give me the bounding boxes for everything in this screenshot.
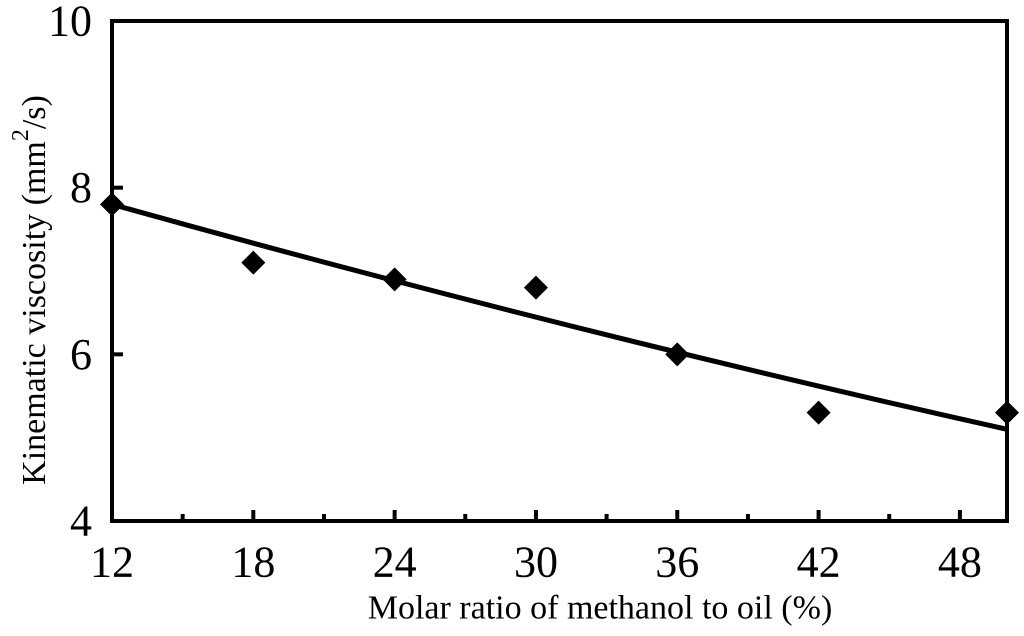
y-tick-label: 10 — [48, 0, 92, 46]
data-point-marker — [806, 400, 831, 425]
x-tick-label: 48 — [938, 538, 982, 587]
x-tick-label: 18 — [231, 538, 275, 587]
x-tick-label: 12 — [90, 538, 134, 587]
y-tick-label: 8 — [70, 163, 92, 212]
data-point-marker — [382, 267, 407, 292]
data-point-marker — [665, 342, 690, 367]
data-point-marker — [100, 192, 124, 217]
plot-layer: 12 18 24 30 36 42 48 4 6 8 10 Kinematic viscosity (… — [8, 0, 1019, 587]
x-tick-label: 36 — [655, 538, 699, 587]
y-tick-label: 4 — [70, 497, 92, 546]
plot-border — [110, 19, 1009, 523]
data-point-marker — [241, 250, 266, 275]
y-tick-label: 6 — [70, 330, 92, 379]
x-axis-label: Molar ratio of methanol to oil (%) — [368, 590, 833, 627]
x-tick-label: 30 — [514, 538, 558, 587]
x-tick-label: 24 — [373, 538, 417, 587]
trend-line — [111, 201, 1008, 432]
data-point-marker — [995, 400, 1019, 425]
data-point-marker — [523, 275, 548, 300]
y-axis-label: Kinematic viscosity (mm2/s) — [8, 95, 53, 485]
x-tick-label: 42 — [797, 538, 841, 587]
